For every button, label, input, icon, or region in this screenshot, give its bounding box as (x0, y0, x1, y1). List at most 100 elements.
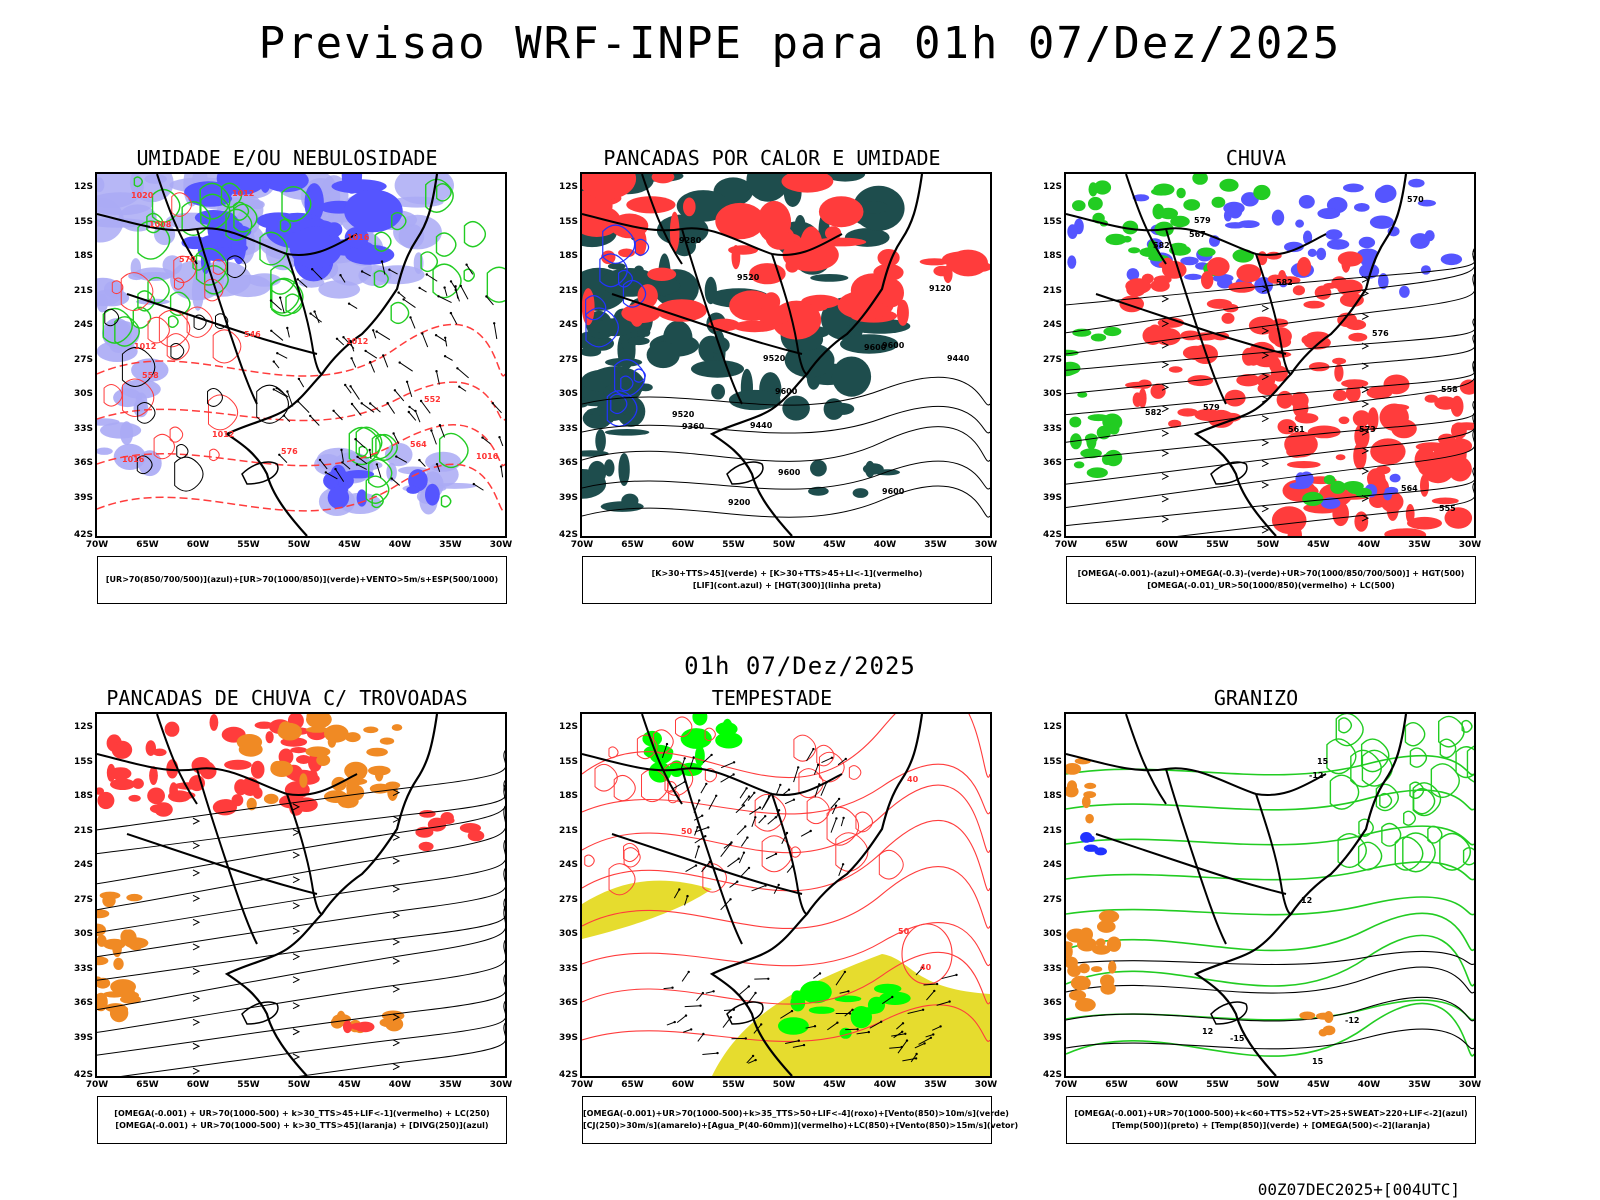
wind-vector (831, 805, 837, 815)
contour-label: 1012 (232, 189, 254, 198)
shaded-area (1287, 524, 1302, 536)
shaded-area (1414, 447, 1436, 472)
contour-line (176, 444, 189, 459)
shaded-area (1066, 763, 1082, 775)
wind-vector (889, 1046, 902, 1049)
shaded-area (1352, 410, 1371, 427)
shaded-area (800, 980, 832, 1004)
contour-line (97, 424, 505, 467)
wind-vector (761, 795, 770, 811)
contour-line (436, 183, 452, 202)
shaded-area (1316, 1012, 1332, 1020)
wind-vector (394, 389, 405, 402)
shaded-area (278, 748, 294, 765)
shaded-area (647, 267, 677, 281)
shaded-area (1073, 461, 1085, 469)
contour-line (97, 323, 505, 377)
wind-vector-head (751, 1054, 755, 1058)
wind-vector-head (730, 841, 733, 844)
lon-tick-label: 50W (1256, 1080, 1280, 1090)
lat-tick-label: 12S (73, 722, 93, 732)
state-border (286, 253, 323, 375)
lat-tick-label: 15S (558, 756, 578, 767)
shaded-area (589, 336, 614, 351)
jet-stream-area (582, 880, 712, 939)
contour-line (271, 277, 304, 317)
lon-tick-label: 35W (1408, 1080, 1431, 1090)
shaded-area (350, 1022, 368, 1031)
wind-vector-head (760, 1023, 763, 1026)
shaded-area (1150, 383, 1166, 399)
wind-vector-head (369, 402, 372, 405)
shaded-area (113, 957, 124, 970)
shaded-area (757, 200, 792, 243)
lon-tick-label: 50W (772, 1080, 796, 1090)
state-border (126, 833, 318, 895)
shaded-area (1087, 414, 1110, 422)
wind-vector-head (375, 330, 378, 333)
contour-line (256, 384, 289, 424)
shaded-area (1083, 791, 1097, 799)
shaded-area (669, 211, 680, 253)
wind-vector-head (921, 1008, 925, 1011)
wind-vector-head (754, 816, 757, 819)
contour-line (1066, 1002, 1474, 1057)
wind-vector-head (390, 477, 393, 480)
wind-vector (357, 456, 368, 465)
wind-vector (738, 852, 745, 864)
wind-vector-head (372, 329, 375, 332)
wind-vector-head (692, 756, 695, 759)
wind-vector (671, 781, 686, 790)
streamline-arrow (392, 1063, 401, 1071)
shaded-area (97, 177, 105, 193)
contour-label: 570 (179, 255, 196, 264)
shaded-area (1066, 941, 1073, 948)
wind-vector (361, 271, 371, 277)
wind-vector (342, 462, 351, 470)
wind-vector-head (754, 1058, 757, 1062)
wind-vector-head (397, 291, 400, 294)
contour-line (664, 761, 694, 797)
streamline-arrow (392, 957, 401, 965)
shaded-area (603, 459, 615, 477)
contour-line (158, 309, 191, 348)
wind-vector-head (398, 361, 401, 364)
shaded-area (324, 724, 349, 743)
wind-vector (673, 889, 680, 899)
wind-vector (736, 826, 746, 836)
wind-vector (720, 774, 734, 783)
shaded-area (1360, 251, 1376, 268)
lon-tick-label: 70W (570, 540, 594, 550)
contour-line (147, 316, 170, 344)
wind-vector (739, 788, 748, 799)
shaded-area (691, 360, 744, 378)
wind-vector (439, 425, 445, 438)
wind-vector (406, 381, 413, 397)
wind-vector (387, 402, 396, 414)
contour-line (420, 251, 439, 273)
wind-vector-head (690, 1028, 693, 1031)
contour-label: 582 (1145, 408, 1162, 417)
wind-vector-head (340, 448, 343, 452)
lat-tick-label: 12S (73, 182, 93, 192)
wind-vector (382, 355, 389, 368)
shaded-area (604, 429, 650, 436)
shaded-area (1066, 956, 1078, 969)
shaded-area (879, 991, 911, 1005)
wind-vector (837, 758, 847, 766)
wind-vector-head (841, 863, 845, 866)
shaded-area (1459, 379, 1474, 395)
shaded-area (588, 460, 607, 485)
shaded-area (1308, 362, 1330, 372)
shaded-area (1294, 413, 1319, 424)
shaded-area (616, 395, 646, 427)
shaded-area (1323, 474, 1336, 485)
lat-tick-label: 33S (73, 963, 93, 974)
lon-tick-label: 35W (924, 1080, 947, 1090)
wind-vector-head (856, 1028, 859, 1031)
contour-line (207, 394, 239, 431)
contour-line (585, 307, 619, 348)
shaded-area (217, 799, 236, 815)
wind-vector (749, 807, 761, 815)
contour-line (192, 254, 206, 271)
